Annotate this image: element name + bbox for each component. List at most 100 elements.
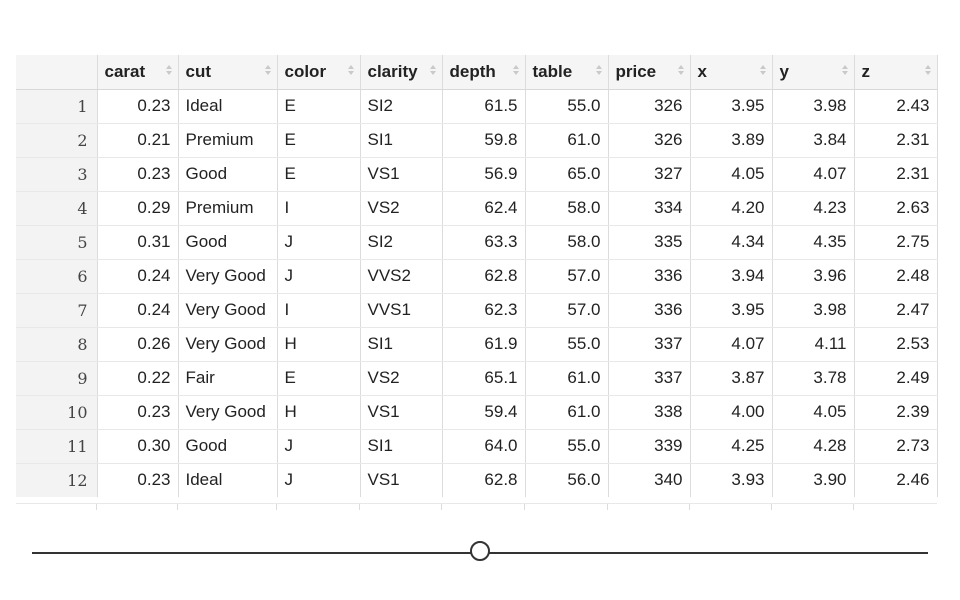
table-row[interactable]: 8 0.26 Very Good H SI1 61.9 55.0 337 4.07 4.11 2.5… [16,327,938,362]
cell-x: 3.89 [690,123,773,158]
column-header-table[interactable]: table [525,55,609,90]
column-header-y[interactable]: y [772,55,855,90]
table-row[interactable]: 3 0.23 Good E VS1 56.9 65.0 327 4.05 4.07 2.31 [16,157,938,192]
row-number: 11 [16,429,98,464]
sort-arrows-icon[interactable] [759,65,766,77]
sort-arrows-icon[interactable] [841,65,848,77]
cell-table: 55.0 [525,327,609,362]
column-header-label: cut [185,61,212,81]
table-row[interactable]: 11 0.30 Good J SI1 64.0 55.0 339 4.25 4.28 2.73 [16,429,938,464]
cell-x: 3.93 [690,463,773,497]
cell-table: 57.0 [525,259,609,294]
column-header-z[interactable]: z [854,55,938,90]
table-row[interactable]: 9 0.22 Fair E VS2 65.1 61.0 337 3.87 3.78 2.49 [16,361,938,396]
cell-color: E [277,361,361,396]
cell-price: 337 [608,361,691,396]
cell-carat: 0.29 [97,191,179,226]
sort-arrows-icon[interactable] [165,65,172,77]
cell-clarity: SI2 [360,225,443,260]
cell-x: 3.95 [690,89,773,124]
sort-arrows-icon[interactable] [677,65,684,77]
column-divider [177,504,178,510]
cell-z: 2.43 [854,89,938,124]
column-divider [359,504,360,510]
cell-x: 4.07 [690,327,773,362]
slider-thumb-icon[interactable] [470,541,490,561]
cell-price: 338 [608,395,691,430]
column-header-label: x [697,61,707,81]
cell-carat: 0.26 [97,327,179,362]
cell-y: 3.96 [772,259,855,294]
sort-arrows-icon[interactable] [924,65,931,77]
cell-x: 3.94 [690,259,773,294]
table-row[interactable]: 1 0.23 Ideal E SI2 61.5 55.0 326 3.95 3.98 2.43 [16,89,938,124]
cell-color: I [277,191,361,226]
sort-arrows-icon[interactable] [264,65,271,77]
cell-depth: 62.4 [442,191,526,226]
cell-x: 3.95 [690,293,773,328]
row-number: 7 [16,293,98,328]
cell-y: 3.98 [772,89,855,124]
cell-y: 3.98 [772,293,855,328]
cell-cut: Very Good [178,327,278,362]
cell-depth: 59.4 [442,395,526,430]
sort-arrows-icon[interactable] [429,65,436,77]
cell-cut: Very Good [178,293,278,328]
table-row[interactable]: 2 0.21 Premium E SI1 59.8 61.0 326 3.89 3.84 2.31 [16,123,938,158]
cell-carat: 0.30 [97,429,179,464]
row-slider[interactable] [32,540,928,566]
table-row[interactable]: 12 0.23 Ideal J VS1 62.8 56.0 340 3.93 3.90 2.46 [16,463,938,497]
cell-depth: 62.8 [442,259,526,294]
cell-carat: 0.23 [97,395,179,430]
cell-z: 2.75 [854,225,938,260]
sort-arrows-icon[interactable] [347,65,354,77]
cell-price: 335 [608,225,691,260]
column-header-color[interactable]: color [277,55,361,90]
table-row[interactable]: 4 0.29 Premium I VS2 62.4 58.0 334 4.20 4.23 2.63 [16,191,938,226]
cell-z: 2.46 [854,463,938,497]
row-number: 9 [16,361,98,396]
cell-clarity: VS2 [360,191,443,226]
table-row[interactable]: 5 0.31 Good J SI2 63.3 58.0 335 4.34 4.35 2.75 [16,225,938,260]
column-header-label: z [861,61,871,81]
row-number: 8 [16,327,98,362]
cell-clarity: SI2 [360,89,443,124]
cell-clarity: VVS1 [360,293,443,328]
column-header-price[interactable]: price [608,55,691,90]
cell-y: 4.28 [772,429,855,464]
table-bottom-edge [16,503,937,510]
column-divider [689,504,690,510]
cell-price: 336 [608,293,691,328]
table-row[interactable]: 6 0.24 Very Good J VVS2 62.8 57.0 336 3.94 3.96 2.… [16,259,938,294]
cell-carat: 0.23 [97,463,179,497]
cell-z: 2.48 [854,259,938,294]
cell-x: 4.25 [690,429,773,464]
cell-table: 58.0 [525,191,609,226]
cell-color: J [277,225,361,260]
cell-y: 4.11 [772,327,855,362]
sort-arrows-icon[interactable] [595,65,602,77]
cell-z: 2.49 [854,361,938,396]
cell-z: 2.31 [854,157,938,192]
cell-x: 3.87 [690,361,773,396]
cell-clarity: VVS2 [360,259,443,294]
column-header-cut[interactable]: cut [178,55,278,90]
cell-z: 2.39 [854,395,938,430]
column-header-carat[interactable]: carat [97,55,179,90]
cell-depth: 62.3 [442,293,526,328]
cell-y: 3.84 [772,123,855,158]
sort-arrows-icon[interactable] [512,65,519,77]
table-header-row: carat cut color clarity depth table price x y z [16,55,938,90]
cell-depth: 62.8 [442,463,526,497]
column-header-x[interactable]: x [690,55,773,90]
cell-carat: 0.22 [97,361,179,396]
cell-x: 4.05 [690,157,773,192]
cell-y: 3.78 [772,361,855,396]
column-header-depth[interactable]: depth [442,55,526,90]
column-header-clarity[interactable]: clarity [360,55,443,90]
cell-price: 339 [608,429,691,464]
table-row[interactable]: 7 0.24 Very Good I VVS1 62.3 57.0 336 3.95 3.98 2.… [16,293,938,328]
table-row[interactable]: 10 0.23 Very Good H VS1 59.4 61.0 338 4.00 4.05 2.… [16,395,938,430]
cell-cut: Fair [178,361,278,396]
cell-cut: Ideal [178,463,278,497]
